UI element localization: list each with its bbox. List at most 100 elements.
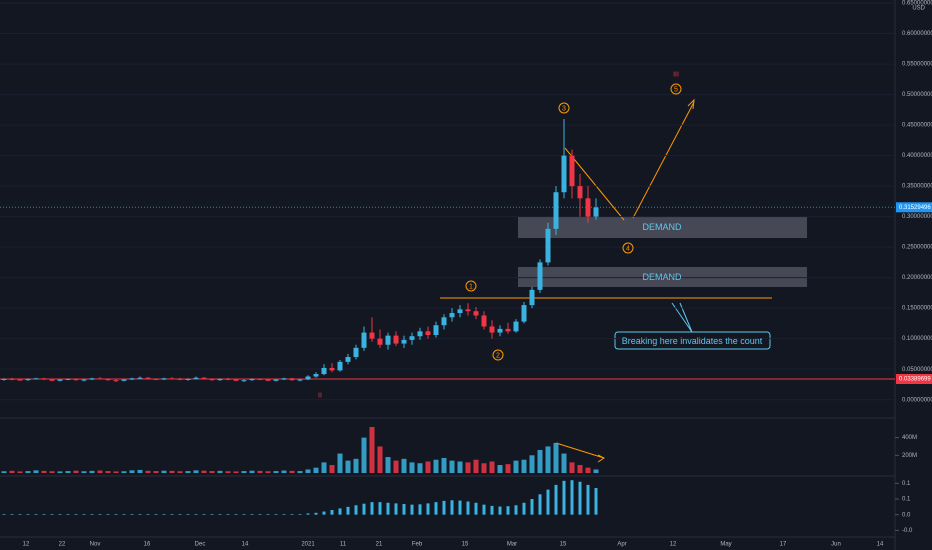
volume-bar	[409, 462, 415, 473]
oscillator-bar	[506, 506, 510, 515]
oscillator-bar	[18, 514, 22, 515]
oscillator-bar	[306, 513, 310, 515]
candle-body	[337, 361, 343, 371]
x-tick-label: 15	[560, 542, 567, 548]
oscillator-bar	[50, 514, 54, 515]
oscillator-bar	[74, 514, 78, 515]
candle-body	[17, 379, 23, 381]
oscillator-bar	[490, 505, 494, 515]
candle-body	[561, 155, 567, 193]
candle-body	[257, 378, 263, 380]
wave-circle	[670, 83, 682, 95]
volume-bar	[209, 471, 215, 473]
candle-body	[385, 335, 391, 345]
volume-bar	[81, 471, 87, 473]
volume-bar	[553, 442, 559, 473]
x-tick-label: Apr	[617, 542, 626, 548]
candle-body	[537, 262, 543, 290]
x-tick-label: May	[720, 542, 731, 548]
oscillator-bar	[106, 514, 110, 515]
volume-bar	[465, 462, 471, 473]
volume-bar	[241, 471, 247, 473]
x-tick-label: 15	[462, 542, 469, 548]
x-tick-label: Dec	[195, 542, 206, 548]
candle-body	[233, 379, 239, 381]
annotation: DEMAND	[642, 222, 682, 232]
x-tick-label: 22	[59, 542, 66, 548]
x-tick-label: 2021	[301, 542, 315, 548]
candle-body	[425, 331, 431, 336]
candle-body	[361, 332, 367, 348]
candle-body	[305, 376, 311, 380]
candle-body	[513, 321, 519, 332]
volume-bar	[201, 470, 207, 473]
candle-body	[137, 377, 143, 379]
volume-bar	[513, 460, 519, 473]
oscillator-bar	[594, 488, 598, 515]
oscillator-bar	[378, 502, 382, 515]
y-tick-label: 0.0	[902, 512, 911, 518]
volume-bar	[369, 426, 375, 473]
candle-body	[265, 379, 271, 381]
oscillator-bar	[538, 494, 542, 515]
candle-body	[313, 374, 319, 377]
volume-bar	[361, 437, 367, 473]
y-tick-label: 400M	[902, 435, 917, 441]
candle-body	[465, 309, 471, 312]
y-tick-label: -0.0	[902, 528, 913, 534]
wave-circle	[492, 349, 504, 361]
volume-bar	[137, 469, 143, 473]
oscillator-bar	[386, 502, 390, 515]
volume-bar	[225, 471, 231, 473]
volume-bar	[505, 464, 511, 473]
candle-body	[97, 378, 103, 380]
candle-body	[81, 379, 87, 381]
candle-body	[393, 335, 399, 344]
volume-bar	[425, 461, 431, 473]
oscillator-bar	[114, 514, 118, 515]
candle-body	[505, 328, 511, 332]
oscillator-bar	[554, 484, 558, 515]
candle-body	[449, 313, 455, 318]
volume-bar	[9, 470, 15, 473]
candle-body	[185, 378, 191, 380]
wave-circle	[465, 280, 477, 292]
candle-body	[41, 378, 47, 380]
oscillator-bar	[530, 499, 534, 515]
y-tick-label: 0.1	[902, 481, 911, 487]
y-tick-label: 0.45000000	[902, 123, 932, 129]
y-tick-label: 0.1	[902, 497, 911, 503]
candle-body	[225, 378, 231, 380]
volume-bar	[529, 455, 535, 473]
candle-body	[433, 325, 439, 336]
volume-bar	[577, 465, 583, 473]
oscillator-bar	[466, 501, 470, 515]
volume-bar	[281, 470, 287, 473]
volume-bar	[41, 470, 47, 473]
oscillator-bar	[282, 514, 286, 515]
oscillator-bar	[458, 500, 462, 515]
y-tick-label: 0.30000000	[902, 214, 932, 220]
candle-body	[33, 378, 39, 380]
volume-bar	[377, 446, 383, 473]
arrow-head	[687, 98, 695, 110]
candle-body	[57, 379, 63, 381]
oscillator-bar	[402, 504, 406, 515]
x-tick-label: 17	[780, 542, 787, 548]
volume-bar	[521, 459, 527, 473]
volume-bar	[65, 471, 71, 473]
candle-body	[345, 356, 351, 362]
candle-body	[489, 326, 495, 333]
volume-bar	[185, 471, 191, 473]
volume-bar	[417, 463, 423, 473]
x-tick-label: 12	[670, 542, 677, 548]
candle-body	[289, 378, 295, 381]
oscillator-bar	[98, 514, 102, 515]
volume-bar	[305, 469, 311, 473]
oscillator-bar	[250, 514, 254, 515]
candle-body	[585, 198, 591, 217]
oscillator-bar	[522, 502, 526, 515]
oscillator-bar	[178, 514, 182, 515]
volume-bar	[113, 471, 119, 473]
volume-bar	[193, 470, 199, 473]
